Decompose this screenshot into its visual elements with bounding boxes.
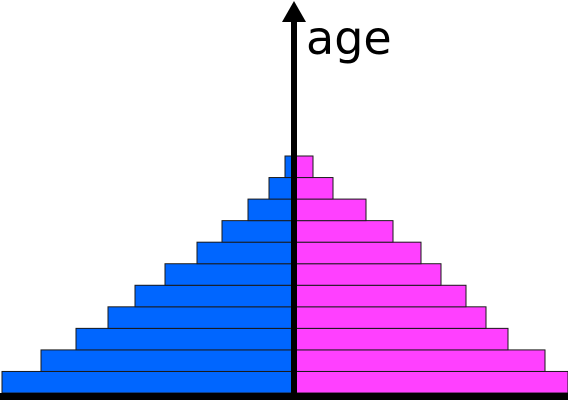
bars (1, 155, 568, 394)
left-bar (164, 263, 295, 286)
left-bar (40, 349, 295, 372)
left-bar (268, 177, 295, 200)
left-bar (107, 306, 295, 329)
right-bar (293, 306, 487, 329)
left-bar (196, 241, 295, 265)
right-bar (293, 177, 334, 200)
axis-label: age (306, 11, 392, 65)
left-bar (134, 284, 295, 308)
left-bar (75, 327, 295, 351)
axis-arrow (282, 1, 306, 22)
baseline (0, 393, 568, 400)
left-bar (221, 220, 295, 243)
right-bar (293, 370, 568, 394)
right-bar (293, 349, 546, 372)
right-bar (293, 241, 422, 265)
right-bar (293, 327, 509, 351)
right-bar (293, 284, 467, 308)
right-bar (293, 263, 442, 286)
left-bar (247, 198, 295, 222)
left-bar (1, 370, 295, 394)
age-axis (291, 18, 297, 395)
right-bar (293, 198, 367, 222)
right-bar (293, 220, 394, 243)
